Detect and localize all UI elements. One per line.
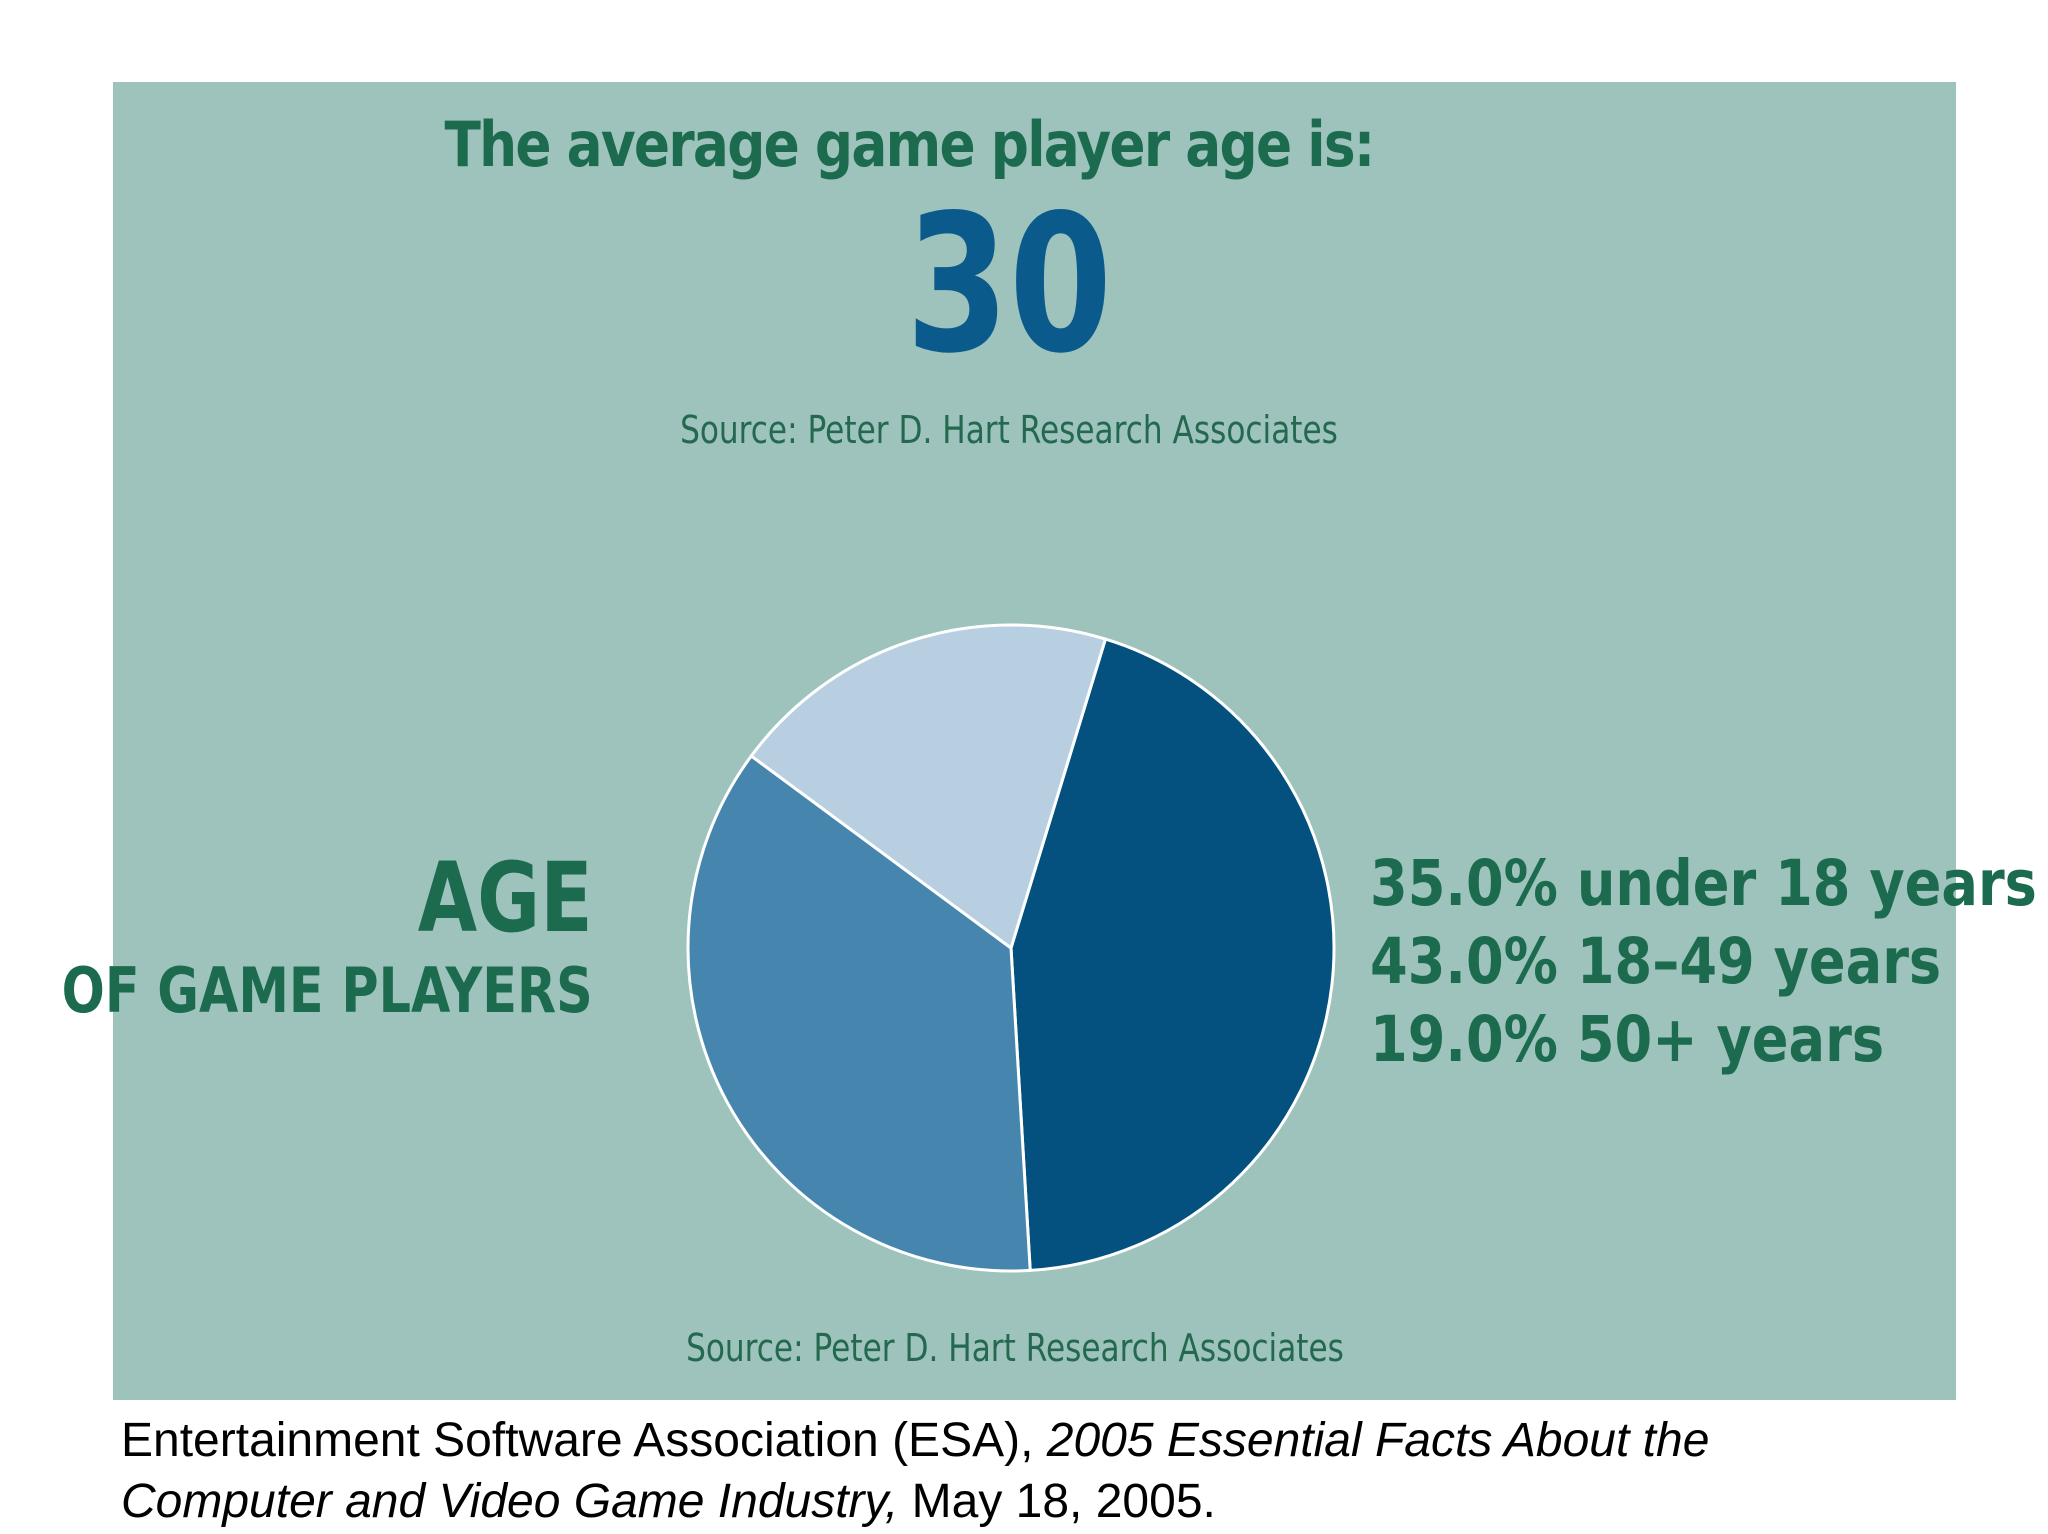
legend: 35.0% under 18 years 43.0% 18–49 years 1… [1370,845,2037,1079]
average-age-value: 30 [905,174,1113,395]
pie-slice-50-plus [749,623,1107,950]
legend-item-18-49: 43.0% 18–49 years [1370,925,1942,998]
caption-date: May 18, 2005. [898,1475,1216,1528]
caption-publication-title: 2005 Essential Facts About the Computer … [121,1414,1710,1528]
legend-item-50-plus: 19.0% 50+ years [1370,1003,1885,1076]
headline: The average game player age is: [444,108,1375,181]
caption-text: Entertainment Software Association (ESA)… [121,1414,1047,1467]
chart-title: AGE [418,842,593,954]
citation-caption: Entertainment Software Association (ESA)… [121,1410,1921,1532]
pie-slice-18-49 [1009,637,1336,1272]
legend-item-under-18: 35.0% under 18 years [1370,847,2037,920]
pie-slice-under-18 [686,754,1032,1273]
chart-subtitle: OF GAME PLAYERS [61,954,593,1027]
source-top: Source: Peter D. Hart Research Associate… [680,408,1338,452]
source-bottom: Source: Peter D. Hart Research Associate… [686,1326,1344,1370]
